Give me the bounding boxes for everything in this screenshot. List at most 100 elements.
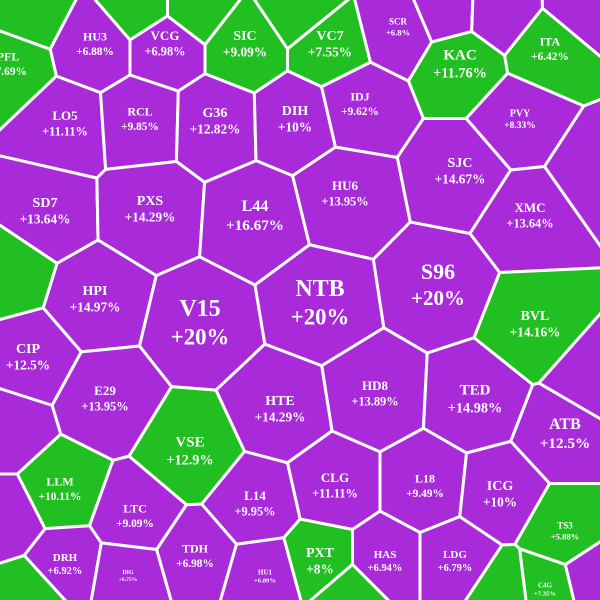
- ticker: PVY: [510, 108, 531, 119]
- change: +16.67%: [226, 217, 284, 234]
- ticker: HD8: [362, 378, 389, 393]
- ticker: C4G: [538, 581, 553, 589]
- ticker: NTB: [295, 276, 344, 302]
- change: +11.11%: [312, 487, 358, 501]
- ticker: LTC: [123, 502, 147, 516]
- ticker: VC7: [316, 29, 343, 44]
- ticker: TDH: [182, 542, 209, 556]
- ticker: RCL: [127, 105, 152, 119]
- ticker: PXT: [306, 546, 335, 561]
- ticker: LLM: [46, 475, 73, 489]
- change: +6.89%: [254, 578, 276, 585]
- stock-cell[interactable]: L18 +9.49%: [378, 426, 469, 534]
- change: +6.8%: [386, 27, 410, 37]
- change: +6.75%: [119, 577, 138, 583]
- ticker: KAC: [443, 47, 476, 63]
- ticker: HU6: [332, 178, 359, 193]
- change: +6.88%: [76, 46, 114, 58]
- stock-cell[interactable]: G36+12.82%: [174, 72, 258, 184]
- cell-shape: [537, 311, 600, 421]
- ticker: V15: [179, 296, 220, 322]
- stock-cell[interactable]: S96+20%: [371, 220, 502, 355]
- change: +10.11%: [39, 491, 82, 503]
- stock-cell[interactable]: RCL +9.85%: [99, 73, 180, 171]
- ticker: DRH: [53, 552, 78, 564]
- ticker: HPI: [83, 284, 108, 299]
- ticker: L14: [244, 488, 266, 503]
- ticker: DIG: [122, 570, 134, 576]
- change: +14.16%: [510, 324, 561, 339]
- change: +9.95%: [235, 505, 276, 519]
- ticker: ATB: [549, 416, 581, 433]
- stock-cell: [537, 311, 600, 421]
- ticker: CIP: [16, 342, 41, 357]
- stock-cell: [0, 223, 59, 321]
- change: +9.09%: [223, 44, 267, 59]
- change: +6.42%: [531, 51, 569, 63]
- change: +13.89%: [351, 395, 398, 409]
- stock-cell: [0, 553, 67, 600]
- ticker: LO5: [52, 108, 78, 123]
- cell-shape: [540, 0, 600, 59]
- change: +14.67%: [435, 171, 486, 186]
- stock-cell[interactable]: SJC+14.67%: [395, 117, 513, 236]
- stock-cell[interactable]: LTC +9.09%: [88, 454, 188, 551]
- cell-shape: [563, 540, 600, 600]
- change: +7.55%: [308, 44, 352, 59]
- change: +13.64%: [20, 211, 71, 226]
- stock-cell[interactable]: DIH+10%: [252, 69, 337, 178]
- cell-shape: [470, 0, 544, 57]
- change: +14.29%: [125, 209, 176, 224]
- cell-shape: [219, 536, 303, 600]
- stock-cell[interactable]: HU1 +6.89%: [215, 536, 303, 600]
- cell-shape: [252, 0, 351, 51]
- cell-shape: [93, 0, 169, 42]
- ticker: CLG: [321, 470, 349, 485]
- ticker: TED: [460, 382, 491, 398]
- stock-cell[interactable]: TDH +6.98%: [155, 502, 238, 600]
- ticker: BVL: [521, 309, 550, 324]
- ticker: PFL: [0, 50, 19, 64]
- stock-cell: [543, 98, 600, 249]
- ticker: IDJ: [350, 90, 369, 104]
- ticker: VCG: [151, 28, 180, 43]
- cell-shape: [464, 542, 528, 600]
- change: +14.98%: [448, 400, 502, 416]
- stock-cell[interactable]: PXT+8%: [282, 517, 354, 600]
- ticker: XMC: [514, 200, 545, 215]
- cell-shape: [0, 553, 67, 600]
- change: +12.5%: [6, 357, 50, 372]
- ticker: DIH: [282, 104, 309, 119]
- stock-cell[interactable]: CIP+12.5%: [0, 306, 83, 407]
- ticker: S96: [421, 259, 455, 284]
- change: +13.95%: [81, 400, 128, 414]
- stock-cell[interactable]: NTB +20%: [253, 243, 386, 368]
- cell-shape: [166, 0, 242, 47]
- change: +20%: [291, 305, 350, 330]
- stock-cell: [0, 0, 78, 51]
- cell-shape: [543, 98, 600, 249]
- change: +7.35%: [534, 591, 556, 598]
- change: +11.11%: [42, 125, 88, 139]
- stock-cell: [0, 472, 47, 565]
- ticker: ITA: [540, 35, 561, 49]
- change: +6.98%: [176, 558, 214, 570]
- change: +9.09%: [116, 518, 154, 530]
- change: +13.64%: [506, 217, 553, 231]
- stock-cell[interactable]: KAC +11.76%: [406, 29, 510, 120]
- ticker: SD7: [33, 196, 58, 211]
- stock-cell[interactable]: VCG +6.98%: [128, 14, 207, 93]
- change: +10%: [483, 494, 517, 509]
- change: +12.5%: [540, 435, 590, 452]
- ticker: SCR: [389, 17, 408, 27]
- ticker: HU3: [83, 30, 107, 44]
- ticker: G36: [203, 106, 228, 121]
- cell-shape: [0, 223, 59, 321]
- change: +8%: [306, 561, 334, 576]
- change: +6.98%: [145, 45, 186, 59]
- change: +8.33%: [504, 121, 536, 131]
- stock-cell: [166, 0, 242, 47]
- cell-shape: [0, 0, 78, 51]
